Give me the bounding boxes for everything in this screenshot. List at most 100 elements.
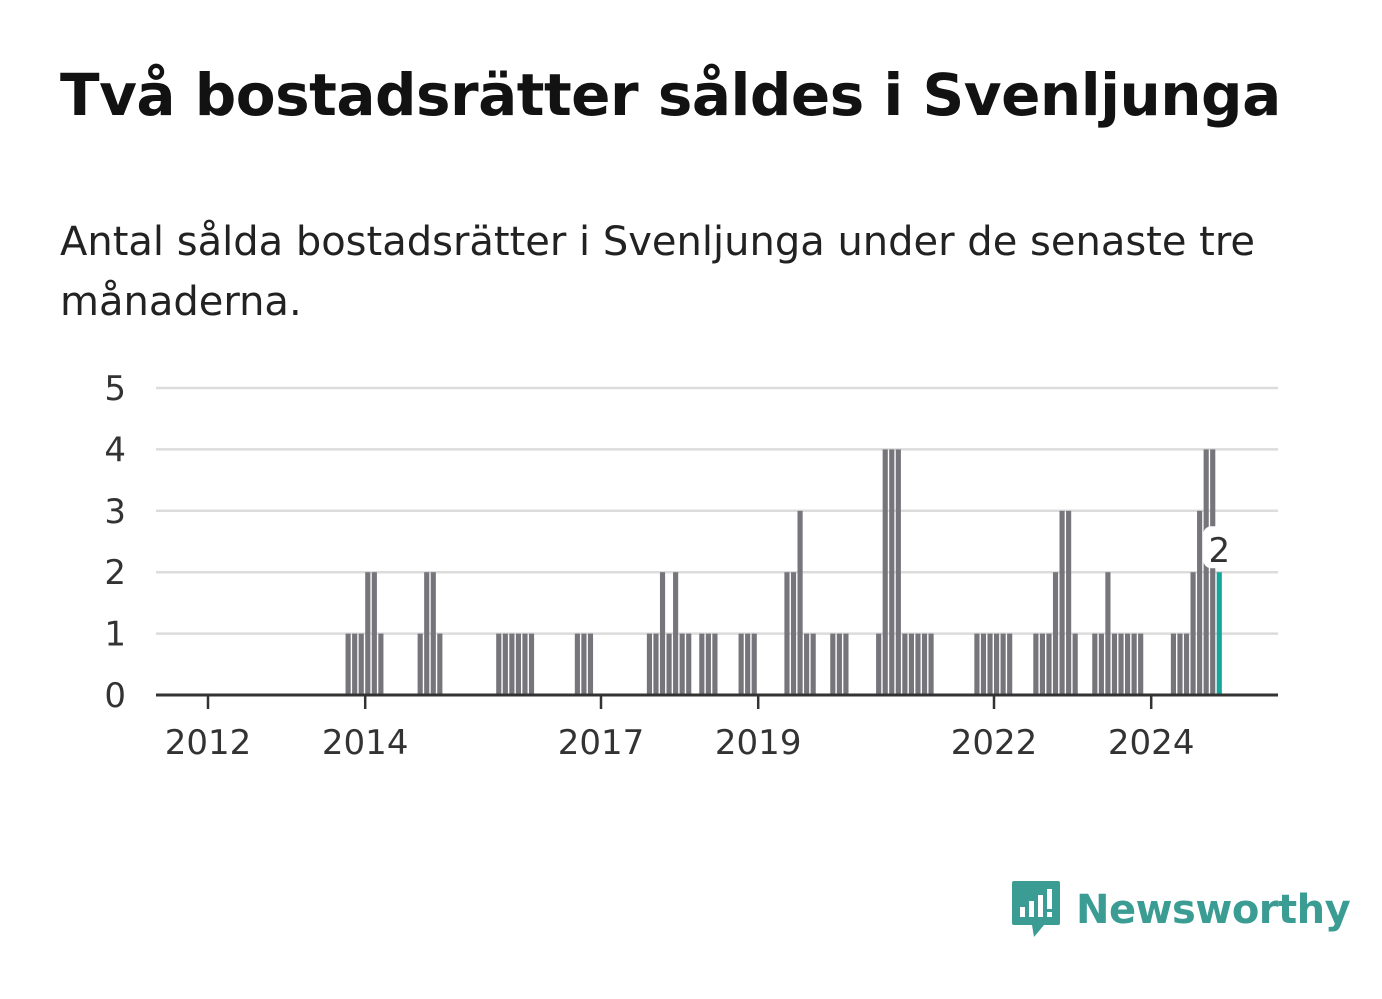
bar: [1170, 633, 1176, 695]
bar: [1098, 633, 1104, 695]
y-tick-label: 0: [104, 676, 126, 716]
bar: [417, 633, 423, 695]
x-tick-label: 2022: [951, 723, 1038, 763]
bar: [699, 633, 705, 695]
y-tick-label: 2: [104, 553, 126, 593]
bar: [345, 633, 351, 695]
bar: [908, 633, 914, 695]
x-axis: 2012 2014 2017 2019 2022 2024: [156, 693, 1278, 763]
bar: [980, 633, 987, 695]
bar: [1033, 633, 1039, 695]
bar: [876, 633, 882, 695]
bar: [430, 572, 436, 695]
bar: [738, 633, 744, 695]
bar: [1105, 572, 1111, 695]
bar: [424, 572, 430, 695]
bar: [1092, 633, 1098, 695]
data-label: 2: [1208, 531, 1230, 571]
bar: [528, 633, 535, 695]
bar: [915, 633, 921, 695]
x-tick-label: 2012: [165, 723, 252, 763]
bar: [515, 633, 521, 695]
bar: [1111, 633, 1118, 695]
bar: [1190, 572, 1196, 695]
bar: [804, 633, 810, 695]
chart-title: Två bostadsrätter såldes i Svenljunga: [60, 61, 1281, 129]
grid-lines: [156, 386, 1278, 635]
bar: [836, 633, 842, 695]
bar: [581, 633, 587, 695]
bar: [1203, 449, 1209, 695]
bar: [1039, 633, 1045, 695]
y-tick-label: 1: [104, 615, 126, 655]
x-tick-label: 2017: [558, 723, 645, 763]
bar: [509, 633, 515, 695]
bar: [1118, 633, 1124, 695]
bar: [371, 572, 377, 695]
bar: [574, 633, 580, 695]
bar: [974, 633, 980, 695]
bar: [502, 633, 508, 695]
bar: [830, 633, 836, 695]
bar: [1197, 510, 1203, 695]
brand-logo: Newsworthy: [1010, 878, 1351, 942]
bar: [895, 449, 901, 695]
bar-chart: 0 1 2 3 4 5 2012 2014 2017 2019 2022 2024 2: [104, 369, 1278, 763]
brand-name: Newsworthy: [1076, 887, 1351, 933]
chart-subtitle: Antal sålda bostadsrätter i Svenljunga u…: [60, 219, 1256, 325]
bars: [345, 449, 1222, 695]
bar: [1210, 449, 1216, 695]
y-axis-ticks: 0 1 2 3 4 5: [104, 369, 126, 716]
newsworthy-logo-icon: [1012, 881, 1060, 937]
data-label-bg: [1203, 526, 1236, 569]
bar: [705, 633, 711, 695]
bar: [1138, 633, 1144, 695]
bar: [784, 572, 790, 695]
bar: [1046, 633, 1052, 695]
bar: [1177, 633, 1183, 695]
bar: [1007, 633, 1013, 695]
bar: [797, 510, 803, 695]
bar: [882, 449, 888, 695]
bar: [679, 633, 685, 695]
bar: [1072, 633, 1078, 695]
x-tick-label: 2014: [322, 723, 409, 763]
y-tick-label: 5: [104, 369, 126, 409]
bar: [496, 633, 502, 695]
bar: [653, 633, 659, 695]
annotations: 2: [1203, 526, 1236, 571]
bar: [712, 633, 718, 695]
bar: [928, 633, 934, 695]
y-tick-label: 3: [104, 492, 126, 532]
bar: [1131, 633, 1137, 695]
highlighted-bar: [1216, 572, 1222, 695]
bar: [659, 572, 666, 695]
bar: [358, 633, 364, 695]
bar: [437, 633, 443, 695]
bar: [790, 572, 797, 695]
bar: [751, 633, 757, 695]
bar: [1059, 510, 1065, 695]
bar: [987, 633, 993, 695]
bar: [666, 633, 672, 695]
bar: [1125, 633, 1131, 695]
x-tick-label: 2024: [1108, 723, 1195, 763]
x-tick-label: 2019: [715, 723, 802, 763]
bar: [1183, 633, 1190, 695]
bar: [1066, 510, 1072, 695]
bar: [378, 633, 384, 695]
bar: [1000, 633, 1006, 695]
bar: [686, 633, 692, 695]
bar: [365, 572, 371, 695]
bar: [646, 633, 652, 695]
bar: [921, 633, 928, 695]
bar: [352, 633, 358, 695]
bar: [673, 572, 679, 695]
bar: [994, 633, 1000, 695]
bar: [843, 633, 849, 695]
bar: [522, 633, 528, 695]
bar: [745, 633, 751, 695]
y-tick-label: 4: [104, 430, 126, 470]
bar: [902, 633, 908, 695]
bar: [587, 633, 594, 695]
